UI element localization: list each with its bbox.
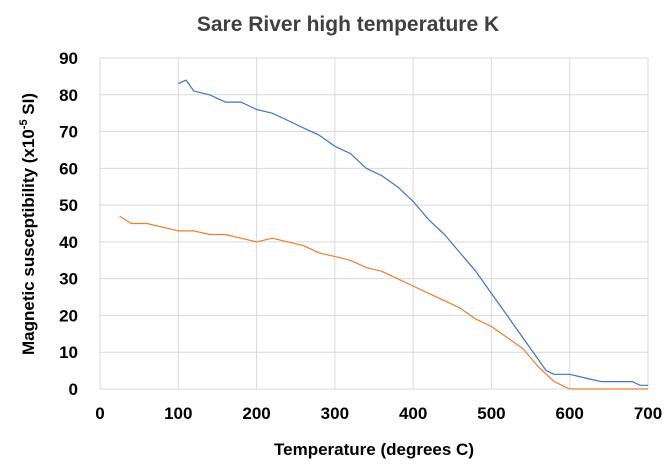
y-axis-title-end: SI) [19, 93, 38, 119]
y-axis-ticks: 0 10 20 30 40 50 60 70 80 90 [59, 49, 78, 399]
y-tick-label: 60 [59, 159, 78, 178]
x-axis-title: Temperature (degrees C) [274, 440, 474, 459]
plot-series [119, 79, 648, 390]
x-tick-label: 300 [321, 404, 349, 423]
y-axis-title-superscript: -5 [18, 119, 30, 129]
x-tick-label: 600 [556, 404, 584, 423]
y-tick-label: 80 [59, 86, 78, 105]
gridlines [99, 57, 649, 390]
series-line-1 [178, 79, 648, 386]
y-tick-label: 90 [59, 49, 78, 68]
y-tick-label: 50 [59, 196, 78, 215]
x-tick-label: 700 [634, 404, 662, 423]
y-tick-label: 10 [59, 343, 78, 362]
y-axis-title: Magnetic susceptibility (x10-5 SI) [18, 93, 38, 355]
x-tick-label: 100 [164, 404, 192, 423]
x-tick-label: 0 [95, 404, 104, 423]
chart-title: Sare River high temperature K [197, 13, 499, 36]
y-tick-label: 40 [59, 233, 78, 252]
y-tick-label: 20 [59, 306, 78, 325]
y-tick-label: 0 [69, 380, 78, 399]
x-tick-label: 400 [399, 404, 427, 423]
y-tick-label: 70 [59, 123, 78, 142]
y-tick-label: 30 [59, 270, 78, 289]
x-tick-label: 200 [242, 404, 270, 423]
series-line-2 [119, 215, 648, 390]
x-tick-label: 500 [477, 404, 505, 423]
y-axis-title-main: Magnetic susceptibility (x10 [19, 129, 38, 355]
x-axis-ticks: 0 100 200 300 400 500 600 700 [95, 404, 662, 423]
